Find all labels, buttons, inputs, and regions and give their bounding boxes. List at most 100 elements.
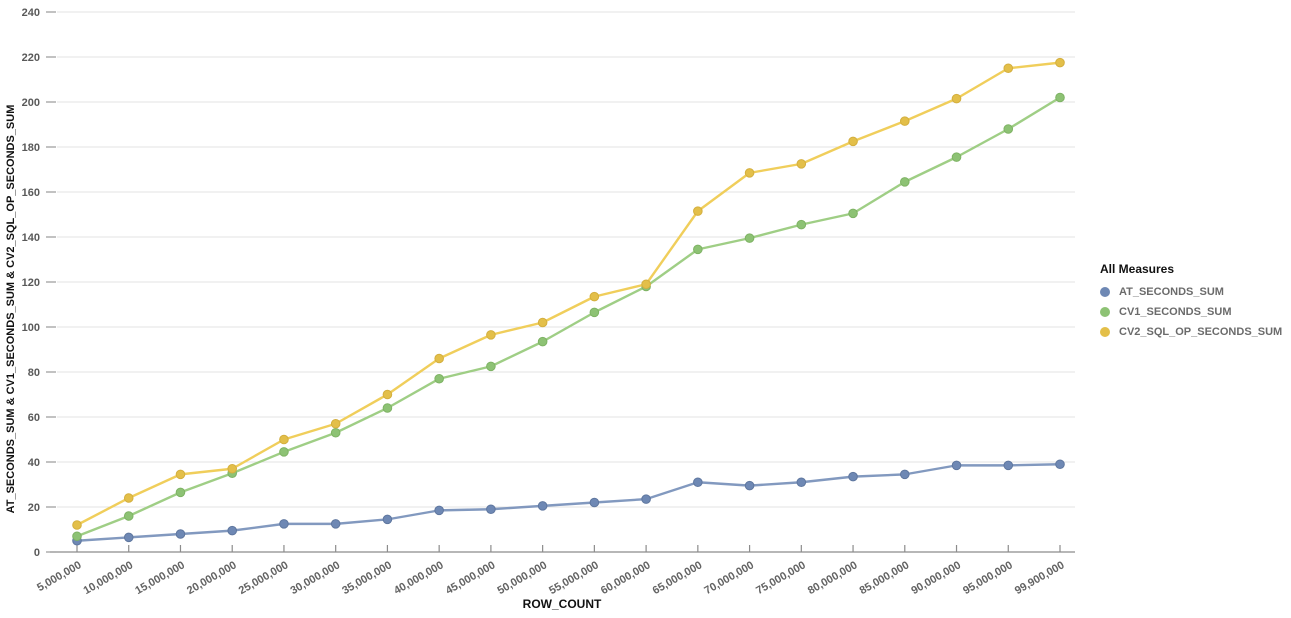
data-point[interactable] [537, 501, 548, 511]
data-point[interactable] [589, 291, 600, 302]
data-point[interactable] [330, 519, 341, 529]
data-point[interactable] [951, 93, 962, 104]
data-point[interactable] [1003, 63, 1014, 74]
legend-item-at-seconds-sum[interactable]: AT_SECONDS_SUM [1100, 286, 1290, 298]
x-tick-label: 5,000,000 [35, 559, 83, 594]
data-point[interactable] [1055, 459, 1065, 470]
legend-item-label: CV1_SECONDS_SUM [1119, 306, 1232, 318]
y-tick-label: 240 [22, 7, 40, 19]
x-tick-label: 55,000,000 [547, 559, 601, 597]
data-point[interactable] [434, 505, 444, 516]
data-point[interactable] [175, 469, 186, 480]
data-point[interactable] [848, 471, 858, 482]
data-point[interactable] [848, 208, 858, 219]
x-tick-label: 40,000,000 [392, 559, 446, 597]
y-tick-label: 60 [28, 412, 40, 424]
data-point[interactable] [693, 206, 703, 216]
data-point[interactable] [899, 177, 910, 187]
data-point[interactable] [744, 233, 755, 243]
x-tick-label: 45,000,000 [444, 559, 498, 597]
x-tick-label: 65,000,000 [651, 559, 705, 597]
data-point[interactable] [486, 330, 496, 340]
data-point[interactable] [796, 477, 807, 488]
x-tick-label: 35,000,000 [340, 559, 394, 597]
legend-item-cv2-sql-op-seconds-sum[interactable]: CV2_SQL_OP_SECONDS_SUM [1100, 326, 1290, 338]
legend-item-cv1-seconds-sum[interactable]: CV1_SECONDS_SUM [1100, 306, 1290, 318]
data-point[interactable] [589, 497, 600, 508]
data-point[interactable] [279, 447, 289, 457]
data-point[interactable] [330, 418, 341, 429]
data-point[interactable] [899, 469, 910, 480]
x-tick-label: 95,000,000 [961, 559, 1015, 597]
data-point[interactable] [744, 480, 755, 491]
data-point[interactable] [951, 460, 962, 471]
x-tick-label: 99,900,000 [1013, 559, 1067, 597]
data-point[interactable] [434, 373, 444, 384]
data-point[interactable] [279, 519, 289, 529]
y-tick-label: 120 [22, 277, 40, 289]
x-tick-label: 60,000,000 [599, 559, 653, 597]
data-point[interactable] [744, 168, 755, 178]
data-point[interactable] [123, 532, 134, 543]
data-point[interactable] [175, 529, 186, 539]
y-axis-title: AT_SECONDS_SUM & CV1_SECONDS_SUM & CV2_S… [5, 104, 17, 514]
data-point[interactable] [1055, 92, 1065, 103]
y-tick-label: 180 [22, 142, 40, 154]
data-point[interactable] [1055, 57, 1065, 68]
data-point[interactable] [641, 279, 651, 290]
y-tick-label: 160 [22, 187, 40, 199]
data-point[interactable] [537, 317, 548, 328]
data-point[interactable] [175, 487, 186, 498]
x-tick-label: 90,000,000 [909, 559, 963, 597]
y-tick-label: 220 [22, 52, 40, 64]
data-point[interactable] [227, 463, 238, 474]
data-point[interactable] [693, 477, 703, 488]
data-point[interactable] [796, 159, 807, 169]
data-point[interactable] [227, 525, 238, 536]
x-tick-label: 80,000,000 [806, 559, 860, 597]
y-tick-label: 140 [22, 232, 40, 244]
x-tick-label: 50,000,000 [495, 559, 549, 597]
data-point[interactable] [951, 152, 962, 162]
series-marker-icon [1100, 307, 1110, 317]
data-point[interactable] [72, 531, 82, 542]
data-point[interactable] [330, 427, 341, 438]
data-point[interactable] [279, 434, 289, 445]
y-tick-label: 200 [22, 97, 40, 109]
series-line [75, 96, 1062, 538]
x-tick-label: 20,000,000 [185, 559, 239, 597]
x-axis-title: ROW_COUNT [522, 597, 602, 611]
data-point[interactable] [123, 511, 134, 521]
legend: All Measures AT_SECONDS_SUM CV1_SECONDS_… [1100, 262, 1290, 346]
data-point[interactable] [434, 353, 444, 364]
series-line [75, 61, 1062, 527]
data-point[interactable] [486, 504, 496, 515]
series-marker-icon [1100, 327, 1110, 337]
data-point[interactable] [796, 219, 807, 230]
x-tick-label: 10,000,000 [82, 559, 136, 597]
x-tick-label: 75,000,000 [754, 559, 808, 597]
data-point[interactable] [537, 336, 548, 347]
data-point[interactable] [382, 514, 393, 525]
data-point[interactable] [123, 493, 134, 503]
data-point[interactable] [641, 494, 651, 504]
legend-title: All Measures [1100, 262, 1175, 276]
y-tick-label: 20 [28, 502, 40, 514]
data-point[interactable] [848, 136, 858, 147]
x-tick-label: 70,000,000 [702, 559, 756, 597]
data-point[interactable] [1003, 460, 1014, 471]
y-tick-label: 40 [28, 457, 40, 469]
data-point[interactable] [693, 244, 703, 255]
y-tick-label: 100 [22, 322, 40, 334]
data-point[interactable] [382, 403, 393, 413]
y-tick-label: 0 [34, 547, 40, 559]
x-tick-label: 25,000,000 [237, 559, 291, 597]
data-point[interactable] [382, 389, 393, 400]
data-point[interactable] [899, 116, 910, 126]
data-point[interactable] [486, 361, 496, 372]
data-point[interactable] [589, 307, 600, 318]
data-point[interactable] [72, 520, 82, 530]
data-point[interactable] [1003, 124, 1014, 134]
